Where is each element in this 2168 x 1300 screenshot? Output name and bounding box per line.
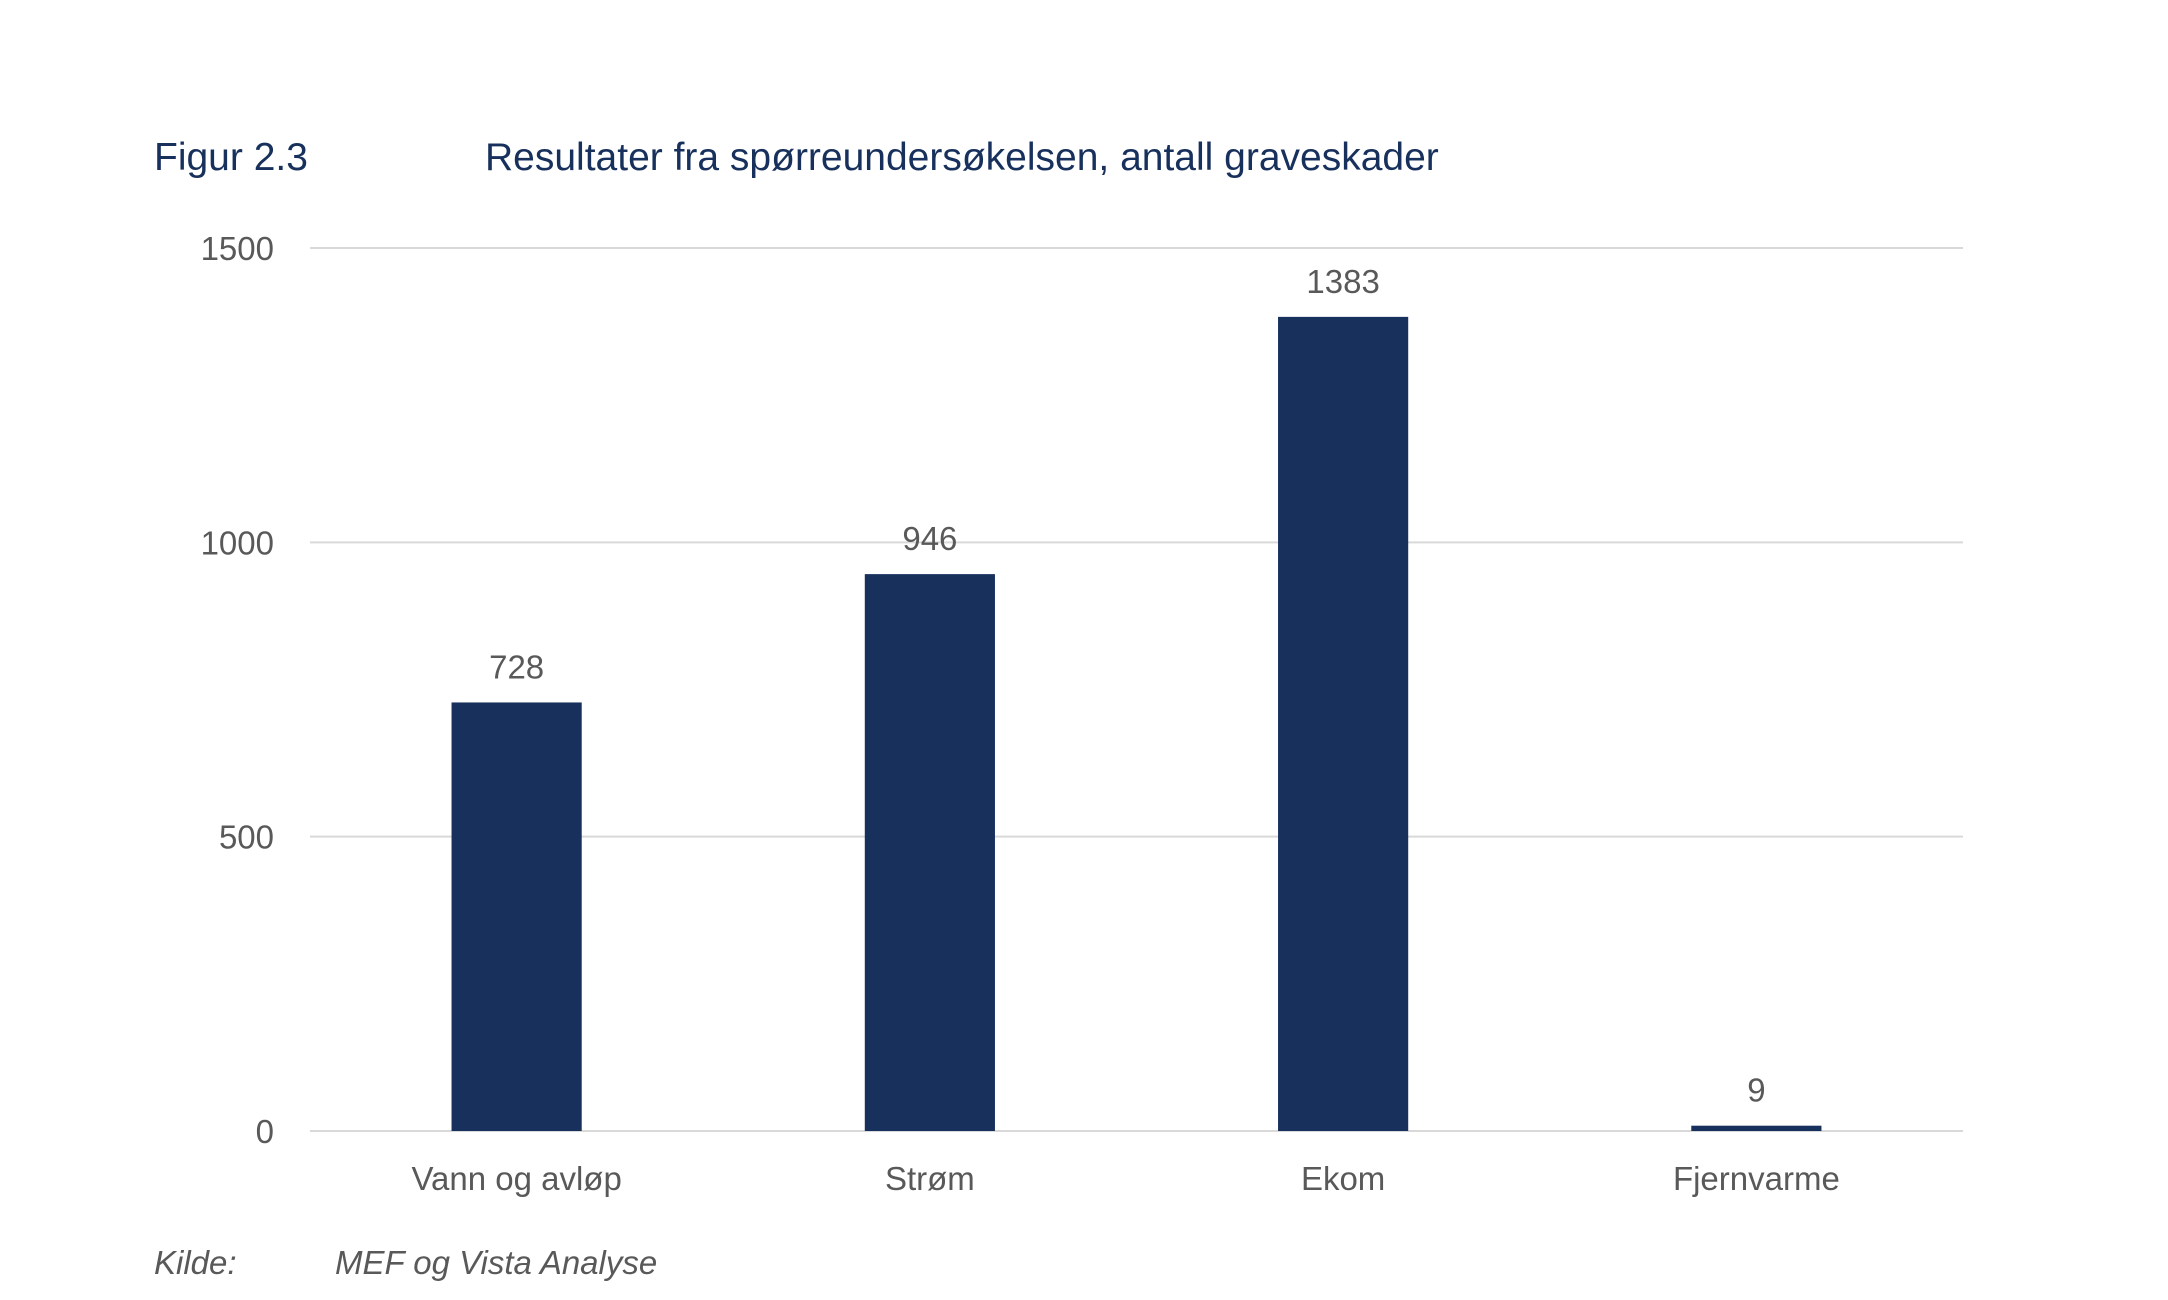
figure-header: Figur 2.3 Resultater fra spørreundersøke…	[154, 136, 2054, 192]
category-label: Vann og avløp	[411, 1160, 621, 1197]
figure-title: Resultater fra spørreundersøkelsen, anta…	[485, 136, 1439, 179]
figure-number: Figur 2.3	[154, 136, 308, 179]
category-labels: Vann og avløp Strøm Ekom Fjernvarme	[411, 1160, 1839, 1197]
source-label: Kilde:	[154, 1244, 237, 1281]
data-labels: 728 946 1383 9	[489, 263, 1765, 1109]
data-label: 946	[902, 520, 957, 557]
bar	[864, 574, 995, 1131]
data-label: 9	[1747, 1072, 1765, 1109]
category-label: Ekom	[1301, 1160, 1385, 1197]
y-tick-label: 1000	[201, 524, 274, 561]
bar	[451, 702, 582, 1131]
y-axis-tick-labels: 0 500 1000 1500	[201, 230, 274, 1150]
gridlines	[310, 247, 1963, 1132]
source-text: MEF og Vista Analyse	[335, 1244, 658, 1281]
category-label: Fjernvarme	[1673, 1160, 1840, 1197]
category-label: Strøm	[885, 1160, 975, 1197]
data-label: 1383	[1306, 263, 1379, 300]
source-note: Kilde: MEF og Vista Analyse	[154, 1244, 1354, 1288]
bar	[1278, 316, 1409, 1131]
data-label: 728	[489, 648, 544, 685]
bar	[1691, 1125, 1822, 1131]
y-tick-label: 500	[219, 819, 274, 856]
y-tick-label: 0	[256, 1113, 274, 1150]
bars	[451, 316, 1822, 1131]
y-tick-label: 1500	[201, 230, 274, 267]
